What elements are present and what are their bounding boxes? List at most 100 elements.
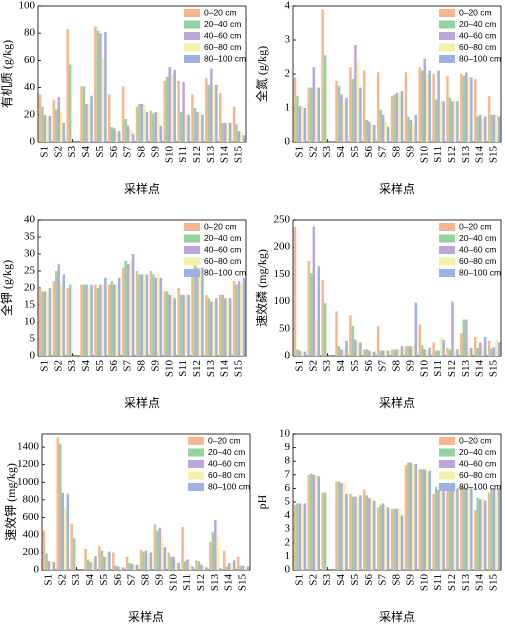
y-tick-label: 40 (24, 81, 36, 93)
x-tick-label: S9 (153, 574, 165, 586)
bar (296, 96, 299, 142)
bar (495, 339, 498, 356)
bar (354, 45, 357, 142)
y-tick-label: 1200 (17, 458, 40, 470)
legend-label: 80–100 cm (208, 481, 250, 491)
bar (89, 562, 92, 570)
bar (122, 567, 125, 570)
bar (395, 508, 399, 570)
bar (191, 94, 194, 142)
x-tick-label: S5 (98, 574, 110, 586)
bar (384, 350, 387, 356)
bar (349, 67, 352, 142)
bar (104, 31, 107, 143)
bar (404, 346, 408, 356)
x-tick-label: S8 (391, 360, 403, 372)
bar (340, 482, 343, 570)
bar (437, 350, 440, 356)
legend-label: 0–20 cm (459, 7, 492, 17)
bar (345, 97, 348, 142)
x-tick-label: S4 (84, 574, 96, 586)
x-tick-label: S5 (94, 146, 106, 158)
bar (186, 559, 189, 570)
bar (473, 79, 477, 142)
bar (407, 462, 410, 570)
bar (225, 566, 228, 570)
x-tick-label: S1 (293, 574, 305, 586)
y-tick-label: 250 (274, 214, 291, 226)
legend-label: 0–20 cm (204, 221, 237, 231)
bar (50, 561, 53, 570)
bar (56, 437, 60, 570)
legend-swatch (184, 55, 200, 63)
y-tick-label: 1400 (17, 441, 40, 453)
bar (478, 499, 482, 570)
bar (379, 504, 382, 570)
bar (356, 497, 360, 570)
y-tick-label: 200 (274, 241, 291, 253)
bar (296, 349, 299, 356)
bar (404, 72, 408, 142)
y-tick-label: 150 (274, 268, 291, 280)
bar (61, 492, 65, 570)
bar (460, 487, 463, 570)
y-axis-label: pH (255, 494, 269, 509)
bar (222, 550, 226, 570)
bar (205, 567, 208, 570)
bar (62, 274, 66, 356)
x-tick-label: S11 (177, 360, 189, 377)
bar (337, 481, 341, 570)
bar (66, 288, 69, 356)
bar (303, 351, 307, 356)
bar (386, 126, 390, 142)
bar (365, 495, 369, 570)
bar (177, 80, 180, 142)
bar (312, 67, 316, 142)
legend-label: 0–20 cm (208, 435, 241, 445)
bar (456, 349, 459, 356)
bar (323, 492, 327, 570)
legend-swatch (184, 234, 200, 243)
bar (409, 119, 413, 142)
bar (177, 288, 180, 356)
bar (130, 563, 134, 570)
bar (156, 530, 159, 570)
bar (349, 315, 352, 356)
legend-swatch (439, 43, 455, 52)
bar (497, 488, 501, 570)
x-tick-label: S1 (38, 360, 50, 372)
bar (202, 566, 206, 570)
bar (126, 125, 130, 142)
y-axis-label: 全钾 (g/kg) (0, 260, 14, 316)
bar (476, 347, 479, 356)
bar (211, 532, 215, 570)
bar (170, 74, 174, 142)
bar (174, 562, 178, 570)
bar (373, 500, 376, 570)
bar (196, 267, 199, 356)
bar (159, 277, 163, 356)
bar (144, 550, 148, 570)
legend-swatch (439, 269, 455, 277)
bar (133, 564, 136, 570)
x-tick-label: S3 (321, 360, 333, 372)
legend-swatch (184, 20, 200, 29)
bar (41, 291, 44, 356)
bar (315, 474, 318, 570)
bar (214, 519, 217, 570)
y-tick-label: 5 (285, 496, 291, 508)
bar (492, 114, 496, 142)
y-tick-label: 20 (24, 282, 36, 294)
bar (467, 487, 471, 570)
bar (354, 496, 357, 570)
legend-label: 60–80 cm (204, 256, 241, 266)
y-tick-label: 20 (24, 108, 36, 120)
x-axis-label: 采样点 (128, 609, 164, 624)
bar (423, 349, 426, 356)
bar (236, 556, 240, 570)
bar (439, 487, 443, 570)
bar (66, 493, 70, 570)
bar (121, 86, 125, 142)
legend-label: 0–20 cm (204, 7, 237, 17)
bar (301, 106, 304, 142)
